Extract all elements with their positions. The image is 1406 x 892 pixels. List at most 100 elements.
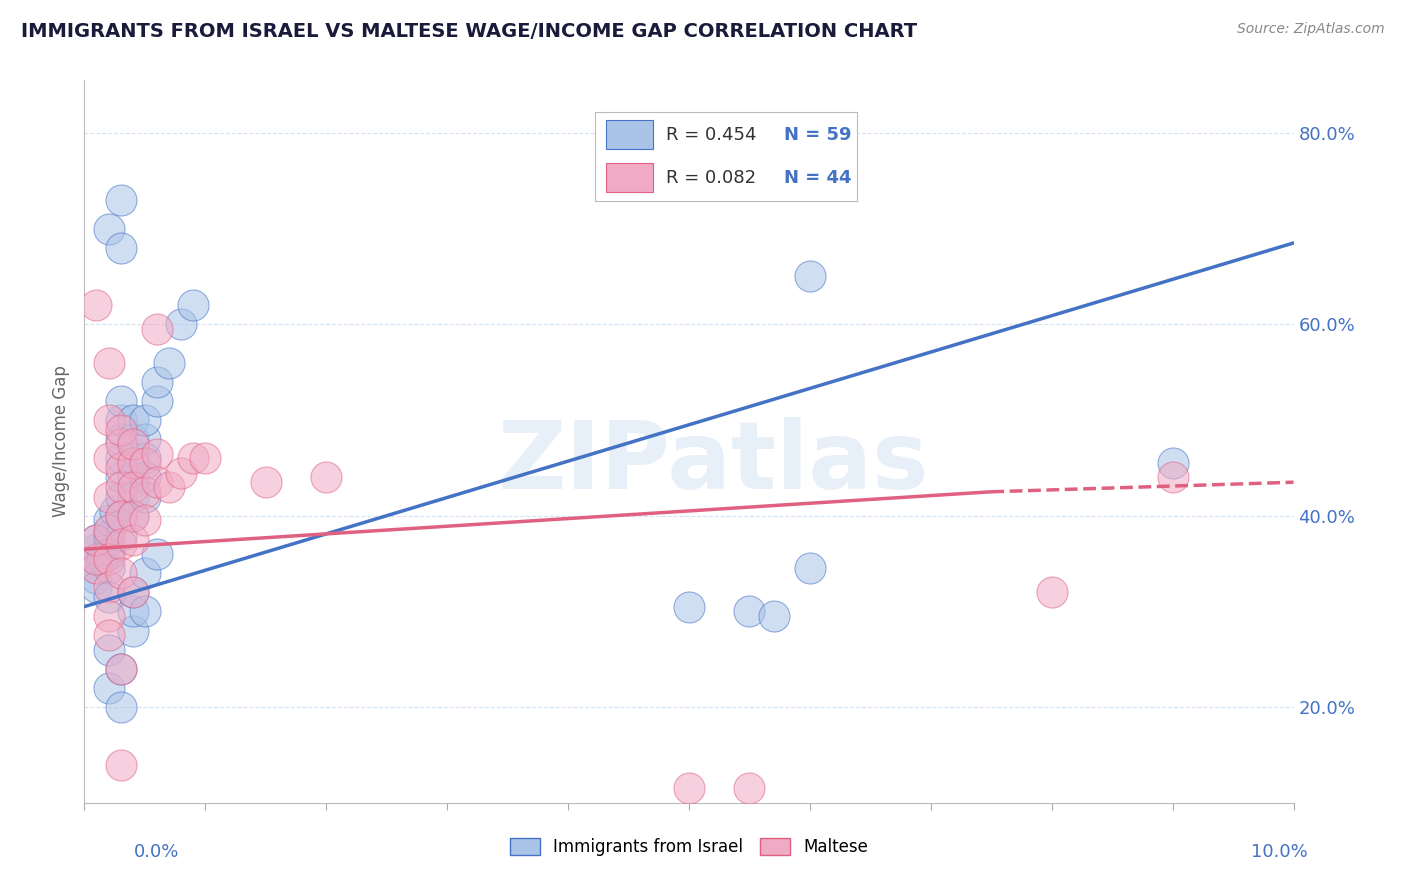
Point [97,581,120,595]
Point [86,561,108,575]
Point [121,624,143,638]
Point [134,432,156,446]
Point [110,662,132,676]
Point [97,528,120,542]
Point [110,528,132,542]
Point [110,508,132,523]
Point [134,566,156,581]
Point [134,514,156,528]
Point [121,508,143,523]
Point [110,461,132,475]
Point [121,508,143,523]
Point [121,480,143,494]
Text: R = 0.454: R = 0.454 [666,126,756,144]
Point [121,533,143,547]
Point [121,456,143,470]
Point [1161,456,1184,470]
Point [157,355,180,369]
Point [97,533,120,547]
Text: R = 0.082: R = 0.082 [666,169,756,186]
Text: Source: ZipAtlas.com: Source: ZipAtlas.com [1237,22,1385,37]
Point [738,781,761,796]
Point [134,456,156,470]
Text: IMMIGRANTS FROM ISRAEL VS MALTESE WAGE/INCOME GAP CORRELATION CHART: IMMIGRANTS FROM ISRAEL VS MALTESE WAGE/I… [21,22,917,41]
Point [110,757,132,772]
Bar [606,120,652,149]
Point [97,523,120,537]
Point [110,451,132,466]
Point [121,437,143,451]
Point [134,490,156,504]
Point [97,221,120,235]
Point [738,604,761,618]
Point [799,561,821,575]
Point [97,561,120,575]
Point [146,547,169,561]
Point [315,470,337,484]
Point [110,437,132,451]
Point [121,585,143,599]
Point [678,781,700,796]
Point [97,551,120,566]
Point [86,533,108,547]
Point [86,571,108,585]
Point [146,475,169,490]
Point [86,551,108,566]
Point [146,446,169,460]
Point [134,484,156,499]
Point [121,470,143,484]
Point [146,375,169,389]
Point [146,322,169,336]
Point [110,423,132,437]
Point [181,451,204,466]
Point [97,523,120,537]
Point [110,490,132,504]
Text: 0.0%: 0.0% [134,843,179,861]
Point [134,604,156,618]
Point [110,432,132,446]
Point [170,318,193,332]
Point [121,490,143,504]
Y-axis label: Wage/Income Gap: Wage/Income Gap [52,366,70,517]
Point [97,681,120,695]
Point [121,413,143,427]
Point [97,355,120,369]
Point [97,413,120,427]
Point [110,537,132,551]
Point [97,628,120,642]
Point [86,533,108,547]
Point [97,642,120,657]
Point [97,609,120,624]
Point [86,298,108,312]
Point [110,413,132,427]
Point [121,432,143,446]
Point [121,585,143,599]
Point [134,470,156,484]
Point [762,609,785,624]
Point [678,599,700,614]
Point [121,604,143,618]
Point [97,514,120,528]
Point [97,542,120,557]
Point [97,547,120,561]
Point [799,269,821,284]
Point [1040,585,1063,599]
Text: ZIPatlas: ZIPatlas [498,417,929,509]
Point [86,551,108,566]
Point [110,662,132,676]
Point [110,193,132,207]
Legend: Immigrants from Israel, Maltese: Immigrants from Israel, Maltese [503,831,875,863]
Bar [606,163,652,192]
Point [134,413,156,427]
Text: N = 44: N = 44 [783,169,851,186]
Point [110,241,132,255]
Point [97,490,120,504]
Point [194,451,217,466]
Point [110,508,132,523]
Point [170,466,193,480]
Point [1161,470,1184,484]
Point [110,480,132,494]
Point [134,451,156,466]
Point [86,581,108,595]
Point [86,542,108,557]
